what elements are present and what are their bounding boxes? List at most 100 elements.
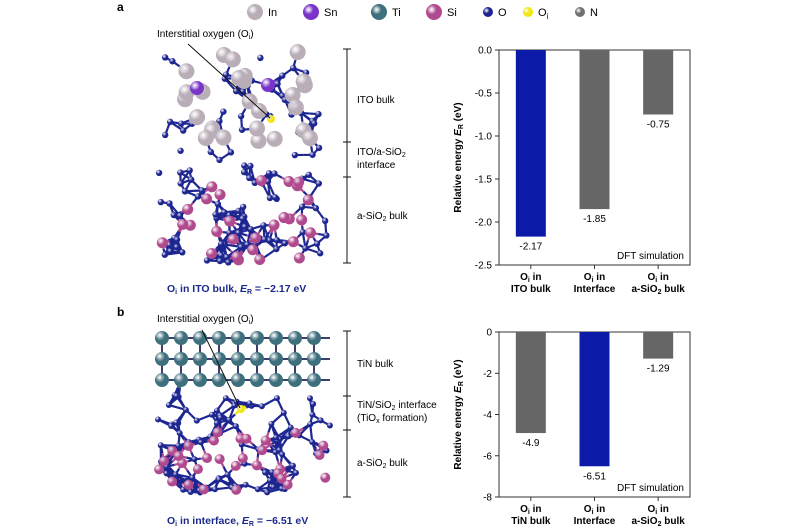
atom [266, 477, 273, 484]
atom [181, 188, 189, 195]
atom [166, 118, 174, 126]
pointer-label-b: Interstitial oxygen (Oi) [157, 314, 254, 326]
atom [216, 476, 223, 483]
atom [315, 110, 322, 118]
x-tick-label: ITO bulk [511, 284, 551, 295]
atom [270, 484, 277, 491]
atom [254, 486, 261, 493]
atom [262, 469, 269, 476]
atom [221, 209, 228, 216]
atom [217, 252, 225, 259]
atom [154, 464, 165, 475]
atom [231, 331, 245, 345]
caption-b: Oi in interface, ER = −6.51 eV [167, 515, 308, 528]
bar-value-label: -6.51 [583, 471, 606, 482]
atom [241, 162, 248, 169]
atom [280, 409, 287, 416]
legend-label: Oi [538, 7, 549, 21]
y-axis-label: Relative energy ER (eV) [453, 102, 465, 212]
atom [251, 460, 262, 471]
region-sio2-bulk-b: a-SiO2 bulk [357, 458, 409, 470]
atom [298, 203, 306, 211]
y-tick-label: 0 [486, 328, 492, 339]
atom [302, 245, 309, 252]
atom [266, 237, 273, 244]
bar [515, 50, 546, 237]
atom [295, 73, 312, 90]
atom [198, 484, 209, 495]
atom [182, 203, 194, 215]
atom [239, 88, 247, 95]
annotation: DFT simulation [617, 251, 684, 262]
atom [323, 232, 330, 239]
atom [161, 251, 169, 258]
atom [206, 247, 218, 259]
atom [257, 54, 264, 62]
atom [177, 180, 184, 187]
x-tick-label: TiN bulk [511, 516, 551, 527]
atom [279, 451, 286, 458]
atom [157, 198, 165, 206]
atom [223, 253, 230, 261]
atom [202, 453, 213, 464]
atom [273, 395, 280, 402]
atom [194, 193, 202, 200]
atom [176, 212, 184, 219]
y-tick-label: -1.5 [475, 175, 493, 186]
atom [315, 180, 323, 187]
bar-value-label: -1.85 [583, 214, 606, 225]
y-tick-label: -6 [483, 451, 492, 462]
atom [309, 411, 316, 418]
atom [211, 225, 223, 237]
atom [247, 226, 254, 233]
atom [165, 402, 172, 409]
atom [173, 392, 180, 399]
bar [643, 50, 674, 115]
atom [177, 147, 184, 154]
atom [212, 211, 219, 218]
atom [258, 403, 265, 410]
atom [216, 257, 224, 265]
atom [287, 99, 304, 116]
atom [305, 171, 312, 178]
atom [224, 51, 241, 68]
atom [293, 252, 305, 264]
atom [170, 211, 178, 219]
atom [290, 427, 301, 438]
atom [155, 331, 169, 345]
atom [269, 352, 283, 366]
panel-a-label: a [117, 0, 124, 14]
legend-label: Si [447, 7, 457, 19]
atom [193, 352, 207, 366]
atom [173, 243, 180, 251]
atom [207, 148, 215, 156]
atom [254, 253, 266, 265]
atom [307, 352, 321, 366]
atom [155, 352, 169, 366]
atom [183, 440, 194, 451]
atom [290, 64, 297, 72]
atom [172, 471, 179, 478]
atom [201, 193, 213, 205]
atom [235, 207, 242, 215]
atom [208, 411, 215, 418]
atom [222, 395, 229, 402]
atom [237, 243, 245, 251]
legend-swatch [371, 4, 387, 20]
atom [217, 414, 224, 421]
atom [312, 204, 320, 212]
atom [296, 214, 308, 226]
atom [178, 63, 195, 80]
atom [246, 400, 253, 407]
atom [239, 203, 247, 211]
atom [231, 484, 242, 495]
atom [177, 218, 189, 230]
atom [212, 427, 223, 438]
atom [190, 81, 204, 95]
atom [250, 352, 264, 366]
atom [288, 331, 302, 345]
atom [310, 401, 317, 408]
pointer-label-a: Interstitial oxygen (Oi) [157, 29, 254, 41]
bar [579, 50, 610, 210]
atom [198, 187, 206, 194]
